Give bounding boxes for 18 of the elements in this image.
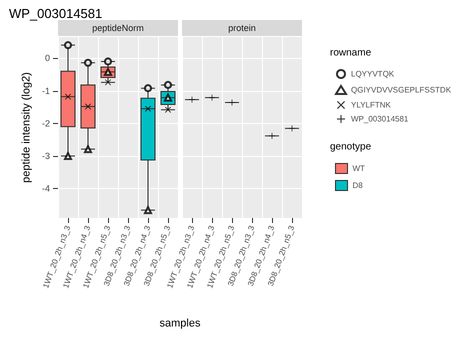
chart-subtitle: protein [228, 23, 256, 33]
legend-label: YLYLFTNK [351, 100, 392, 110]
y-axis-title: peptide intensity (log2) [20, 72, 32, 183]
legend-label: WT [352, 164, 366, 173]
y-tick-label: -2 [42, 118, 50, 128]
y-tick-label: -1 [42, 86, 50, 96]
x-axis-title: samples [160, 318, 201, 330]
chart-subtitle: peptideNorm [92, 23, 144, 33]
legend-label: QGIYVDVVSGEPLFSSTDK [351, 86, 452, 94]
text: genotype [330, 142, 372, 152]
legend-title: rowname [330, 48, 372, 58]
text: WP_003014581 [351, 114, 409, 124]
y-tick-label: -4 [42, 184, 50, 194]
y-tick-label: -3 [42, 151, 50, 162]
chart-title: WP_003014581 [9, 6, 102, 21]
y-tick-label: 0 [44, 53, 50, 64]
legend-label: D8 [352, 181, 364, 190]
legend-label: LQYYVTQK [351, 70, 395, 78]
